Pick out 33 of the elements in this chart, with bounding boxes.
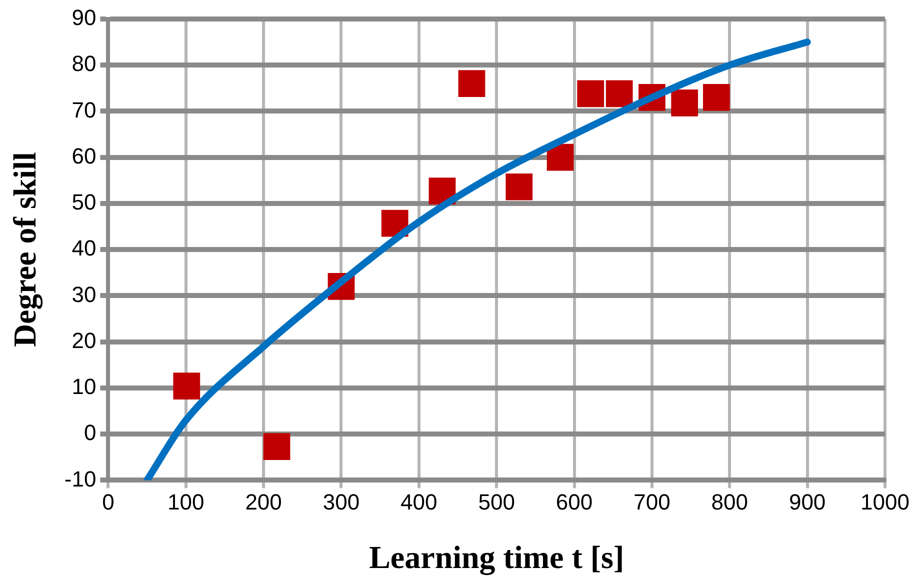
y-tick-label: 50 (72, 190, 96, 215)
x-tick-label: 100 (168, 489, 204, 514)
y-tick-label: 70 (72, 97, 96, 122)
point (546, 144, 574, 171)
x-tick-label: 200 (245, 489, 282, 514)
point (577, 80, 604, 108)
y-axis-title: Degree of skill (6, 152, 44, 348)
x-tick-label: 300 (322, 489, 360, 514)
point (173, 372, 200, 400)
point (263, 433, 290, 460)
x-tick-label: 600 (556, 489, 593, 514)
x-tick-label: 800 (711, 489, 748, 514)
x-tick-label: 0 (102, 489, 114, 514)
y-tick-label: 0 (84, 420, 96, 446)
y-tick-label: 20 (72, 328, 96, 353)
x-tick-label: 500 (478, 489, 515, 514)
y-tick-label: 80 (72, 51, 96, 76)
y-tick-label: 90 (72, 5, 96, 30)
point (671, 90, 698, 116)
point (506, 173, 533, 200)
x-tick-label: 700 (634, 489, 670, 514)
x-axis-title: Learning time t [s] (369, 539, 624, 576)
x-tick-label: 400 (400, 489, 438, 514)
point (458, 70, 486, 98)
y-tick-label: 40 (72, 236, 96, 261)
y-tick-label: 60 (72, 143, 96, 168)
point (703, 84, 730, 111)
point (606, 80, 633, 108)
y-tick-label: 30 (72, 282, 96, 307)
x-tick-label: 900 (788, 489, 826, 514)
y-tick-label: 10 (72, 374, 96, 400)
x-tick-label: 1000 (860, 489, 910, 514)
y-tick-label: -10 (64, 466, 96, 492)
